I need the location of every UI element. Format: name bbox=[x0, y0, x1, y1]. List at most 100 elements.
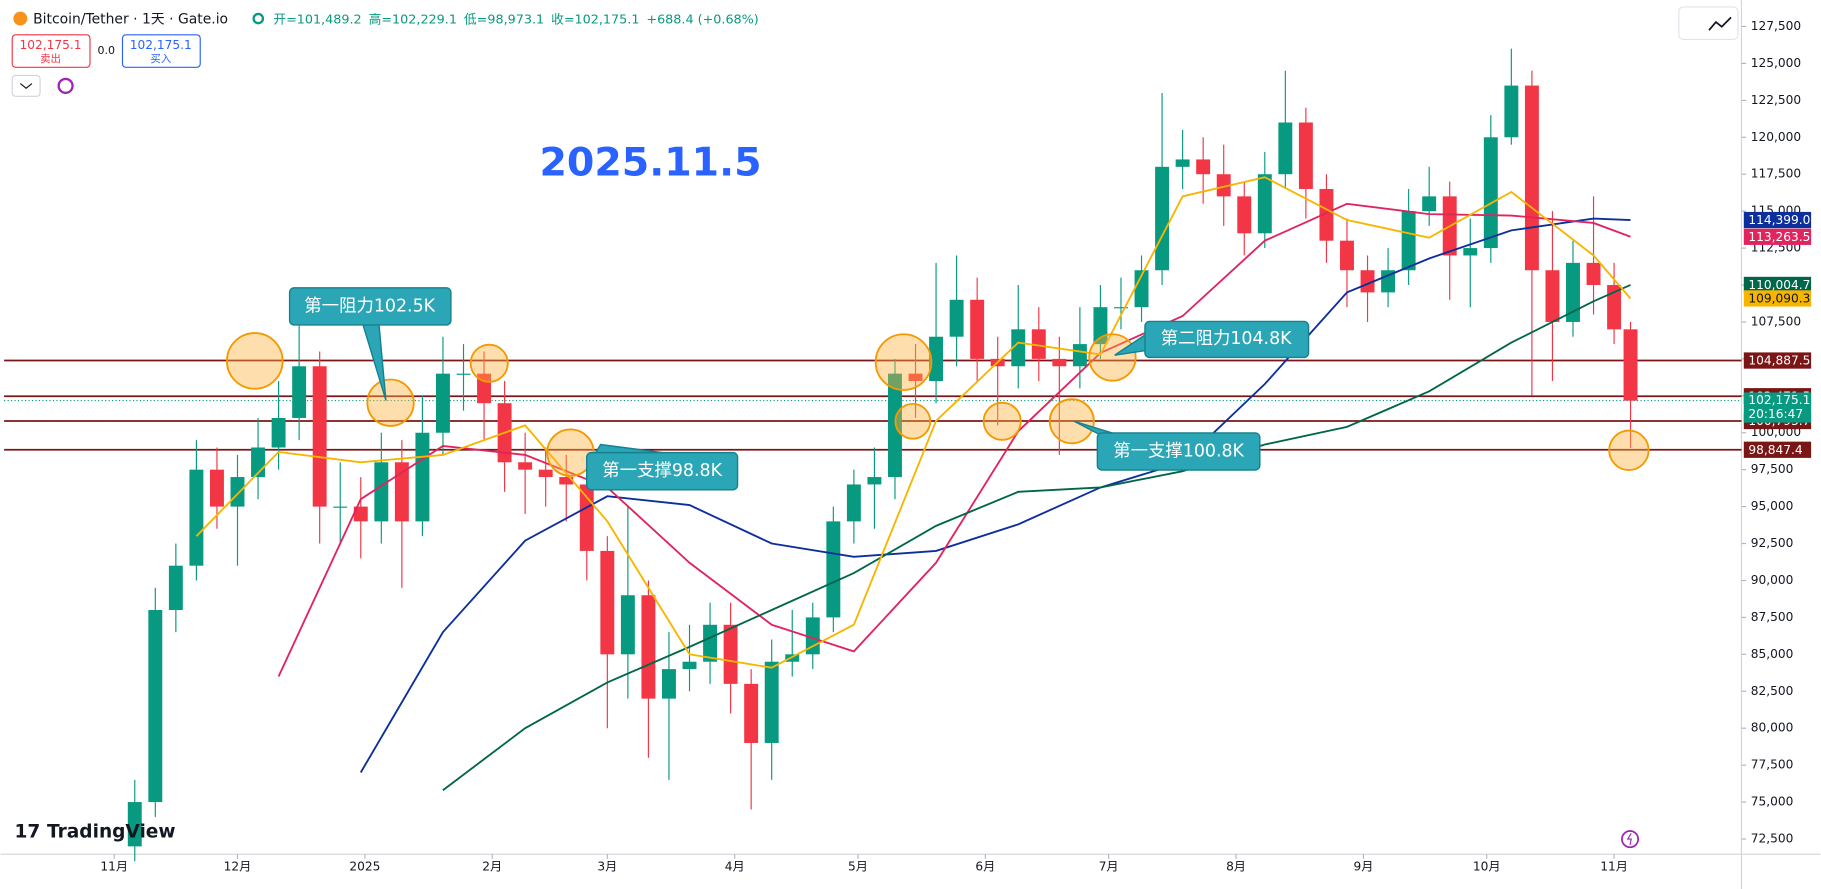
sync-icon[interactable] bbox=[57, 77, 74, 95]
candle-body bbox=[1298, 122, 1313, 189]
sell-label[interactable]: 卖出 bbox=[40, 52, 61, 65]
ma-label: 114,399.0 bbox=[1748, 213, 1810, 227]
candle-body bbox=[394, 462, 409, 522]
x-tick-label: 2月 bbox=[482, 859, 502, 873]
last-price-bg bbox=[1743, 392, 1812, 423]
candle-body bbox=[929, 336, 944, 382]
x-tick-label: 7月 bbox=[1099, 859, 1119, 873]
candle-body bbox=[662, 669, 676, 699]
y-tick-label: 125,000 bbox=[1751, 56, 1801, 70]
x-tick-label: 4月 bbox=[725, 859, 745, 873]
candle-body bbox=[1052, 358, 1067, 367]
last-price-label: 102,175.1 bbox=[1748, 393, 1810, 407]
y-tick-label: 85,000 bbox=[1751, 647, 1794, 661]
y-tick-label: 97,500 bbox=[1751, 462, 1794, 476]
x-tick-label: 9月 bbox=[1353, 859, 1373, 873]
callout-text: 第一阻力102.5K bbox=[304, 296, 435, 316]
y-tick-label: 75,000 bbox=[1751, 795, 1794, 809]
candle-body bbox=[1175, 159, 1190, 167]
symbol-icon bbox=[13, 11, 28, 26]
candle-body bbox=[682, 661, 697, 670]
brand: TradingView bbox=[47, 822, 176, 843]
candle-body bbox=[1216, 174, 1231, 197]
ma-label-bg bbox=[1743, 228, 1812, 245]
collapse-button[interactable] bbox=[11, 74, 41, 97]
ma-label-bg bbox=[1743, 276, 1812, 294]
candle-body bbox=[333, 506, 348, 508]
y-tick-label: 117,500 bbox=[1751, 167, 1801, 181]
callout bbox=[586, 451, 739, 491]
y-tick-label: 107,500 bbox=[1751, 314, 1801, 328]
x-tick-label: 2025 bbox=[349, 859, 380, 873]
y-tick-label: 122,500 bbox=[1751, 93, 1801, 107]
callout bbox=[1096, 432, 1261, 471]
candle-body bbox=[785, 654, 800, 662]
candle-body bbox=[1257, 174, 1272, 234]
candle-body bbox=[1607, 285, 1622, 330]
candle-body bbox=[1360, 270, 1375, 293]
candle-body bbox=[703, 624, 718, 662]
candle-body bbox=[579, 484, 594, 551]
candle-body bbox=[1093, 307, 1108, 345]
toolbar-icon bbox=[1708, 16, 1732, 31]
buy-label[interactable]: 买入 bbox=[150, 53, 171, 65]
highlight bbox=[894, 402, 932, 440]
candle-body bbox=[1237, 196, 1252, 234]
y-tick-label: 77,500 bbox=[1751, 758, 1794, 772]
candle-body bbox=[1114, 307, 1128, 309]
y-tick-label: 82,500 bbox=[1751, 684, 1794, 698]
candle-body bbox=[230, 477, 245, 507]
candle-body bbox=[620, 595, 635, 655]
candle-body bbox=[1463, 248, 1478, 256]
moving-average bbox=[277, 202, 1631, 677]
y-tick-label: 127,500 bbox=[1751, 19, 1801, 33]
buy-price[interactable]: 102,175.1 bbox=[130, 38, 192, 52]
ohlc-item: 开=101,489.2 bbox=[273, 12, 361, 27]
level-label-bg bbox=[1743, 352, 1812, 369]
moving-average bbox=[359, 217, 1631, 773]
candle-body bbox=[826, 521, 841, 618]
candle-body bbox=[538, 469, 553, 478]
x-tick-label: 11月 bbox=[100, 859, 128, 873]
alert-icon[interactable] bbox=[1621, 830, 1640, 849]
candle-body bbox=[435, 373, 450, 433]
ma-label: 109,090.3 bbox=[1748, 292, 1810, 306]
y-tick-label: 87,500 bbox=[1751, 610, 1794, 624]
candle-body bbox=[271, 417, 286, 448]
countdown: 20:16:47 bbox=[1748, 407, 1803, 421]
highlight bbox=[1048, 398, 1095, 445]
candle-body bbox=[600, 550, 615, 655]
ma-label: 113,263.5 bbox=[1748, 230, 1810, 244]
candle-body bbox=[764, 661, 779, 743]
candle-body bbox=[908, 373, 923, 382]
candle-body bbox=[1623, 329, 1638, 401]
candle-body bbox=[168, 565, 183, 611]
highlights bbox=[225, 332, 1650, 477]
candle-body bbox=[1483, 137, 1498, 249]
chevron bbox=[19, 83, 33, 89]
sell-button[interactable] bbox=[11, 34, 91, 68]
candle-body bbox=[723, 624, 738, 684]
callouts: 第一阻力102.5K 第二阻力104.8K 第一支撑98.8K 第一支撑100.… bbox=[288, 287, 1310, 491]
candle-body bbox=[374, 462, 389, 522]
moving-average bbox=[195, 176, 1632, 669]
y-tick-label: 95,000 bbox=[1751, 499, 1794, 513]
toolbar[interactable] bbox=[1678, 6, 1739, 41]
candle-body bbox=[1586, 262, 1601, 286]
candle-body bbox=[209, 469, 224, 507]
ohlc: 开=101,489.2 高=102,229.1 低=98,973.1 收=102,17… bbox=[273, 11, 758, 27]
status-dot bbox=[252, 12, 265, 25]
callout-text: 第二阻力104.8K bbox=[1161, 329, 1292, 349]
sell-price[interactable]: 102,175.1 bbox=[20, 38, 82, 52]
ma-label: 110,004.7 bbox=[1748, 278, 1810, 292]
buy-button[interactable] bbox=[121, 34, 201, 68]
candle-body bbox=[1278, 122, 1293, 175]
candle-body bbox=[1134, 270, 1149, 308]
brand-logo: 17 bbox=[15, 822, 41, 843]
candle-body bbox=[1401, 211, 1416, 271]
x-tick-label: 10月 bbox=[1473, 859, 1501, 873]
candle-body bbox=[1011, 329, 1026, 367]
ohlc-item: +688.4 (+0.68%) bbox=[646, 12, 758, 27]
callout-text: 第一支撑100.8K bbox=[1113, 441, 1244, 461]
